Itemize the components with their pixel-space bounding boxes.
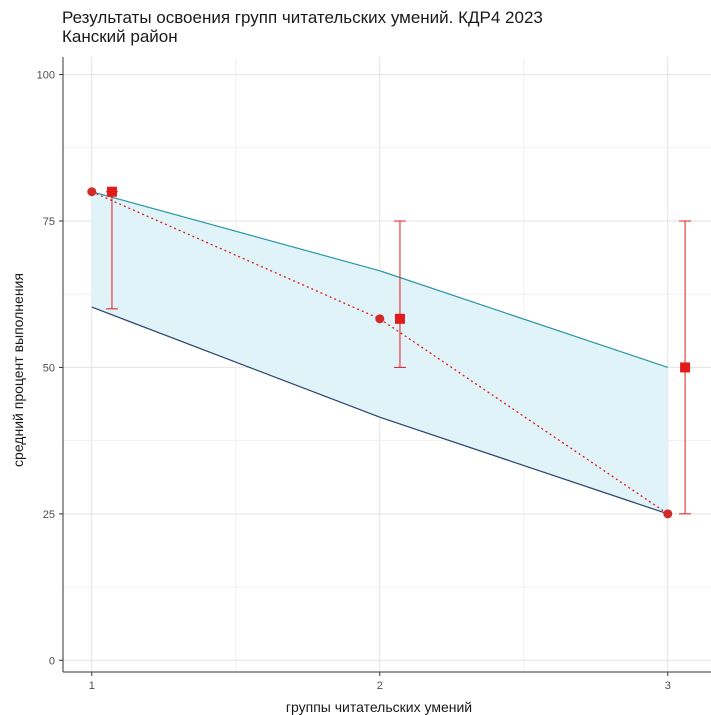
data-square: [680, 362, 691, 373]
y-tick-label: 0: [49, 655, 55, 667]
data-square: [106, 186, 117, 197]
x-axis-label: группы читательских умений: [285, 699, 473, 715]
data-point: [375, 314, 385, 324]
chart-title-block: Результаты освоения групп читательских у…: [62, 8, 543, 46]
y-tick-label: 75: [43, 216, 55, 228]
band-lower-line: [91, 306, 668, 515]
y-tick-label: 25: [43, 509, 55, 521]
range-band: [91, 191, 668, 515]
y-tick-label: 50: [43, 362, 55, 374]
y-tick-label: 100: [37, 70, 55, 82]
chart-title: Результаты освоения групп читательских у…: [62, 8, 543, 27]
data-square: [394, 313, 405, 324]
data-point: [87, 187, 97, 197]
data-point: [663, 509, 673, 519]
points-dotted-line: [91, 191, 669, 515]
marks: [87, 186, 691, 519]
chart-subtitle: Канский район: [62, 27, 178, 46]
x-tick-label: 3: [665, 680, 671, 692]
band-area: [91, 191, 668, 514]
band-upper-line: [91, 191, 668, 368]
x-tick-label: 2: [377, 680, 383, 692]
x-tick-label: 1: [89, 680, 95, 692]
axes: 0 25 50 75 100 1 2 3: [37, 57, 711, 692]
